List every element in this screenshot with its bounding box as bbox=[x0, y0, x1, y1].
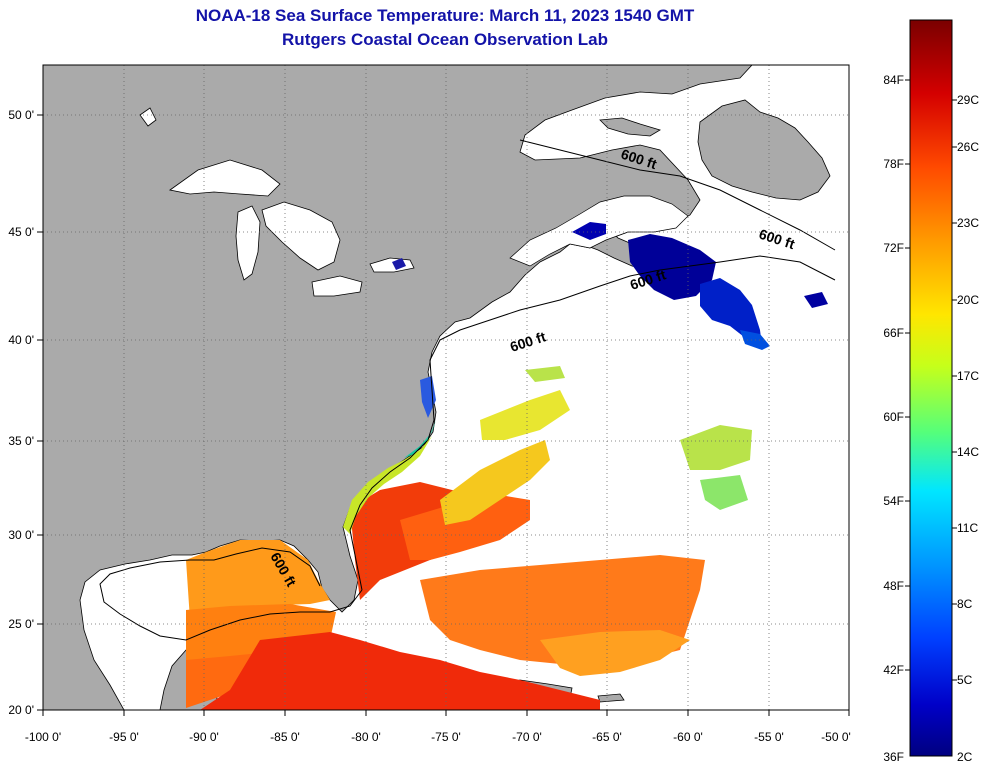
lon-tick-label: -95 0' bbox=[109, 730, 139, 744]
colorbar-c-label: 14C bbox=[957, 445, 979, 459]
colorbar-f-label: 54F bbox=[883, 494, 904, 508]
land-newfoundland bbox=[697, 99, 831, 201]
map-title: NOAA-18 Sea Surface Temperature: March 1… bbox=[195, 6, 695, 25]
colorbar-c-label: 29C bbox=[957, 93, 979, 107]
lat-tick-label: 20 0' bbox=[8, 703, 34, 717]
colorbar-f-label: 42F bbox=[883, 663, 904, 677]
lat-tick-label: 25 0' bbox=[8, 617, 34, 631]
lon-tick-label: -90 0' bbox=[189, 730, 219, 744]
lat-tick-label: 45 0' bbox=[8, 225, 34, 239]
map-subtitle: Rutgers Coastal Ocean Observation Lab bbox=[282, 30, 608, 49]
axis-ticks bbox=[37, 114, 850, 716]
colorbar-f-label: 84F bbox=[883, 73, 904, 87]
colorbar-f-label: 78F bbox=[883, 157, 904, 171]
lon-tick-label: -55 0' bbox=[754, 730, 784, 744]
colorbar-c-label: 26C bbox=[957, 140, 979, 154]
lon-tick-label: -65 0' bbox=[592, 730, 622, 744]
colorbar-c-label: 11C bbox=[957, 521, 978, 535]
colorbar-c-label: 20C bbox=[957, 293, 979, 307]
colorbar-f-label: 48F bbox=[883, 579, 904, 593]
colorbar-c-label: 5C bbox=[957, 673, 973, 687]
lon-tick-label: -80 0' bbox=[351, 730, 381, 744]
colorbar-c-label: 2C bbox=[957, 750, 973, 764]
colorbar-ticks bbox=[905, 79, 957, 681]
colorbar-c-label: 8C bbox=[957, 597, 973, 611]
lon-tick-label: -100 0' bbox=[25, 730, 61, 744]
lat-tick-label: 35 0' bbox=[8, 434, 34, 448]
lon-tick-label: -60 0' bbox=[673, 730, 703, 744]
great-lakes bbox=[139, 107, 415, 297]
colorbar-f-label: 36F bbox=[883, 750, 904, 764]
colorbar-f-label: 72F bbox=[883, 241, 904, 255]
lat-tick-label: 30 0' bbox=[8, 528, 34, 542]
lat-tick-label: 40 0' bbox=[8, 333, 34, 347]
lon-tick-label: -85 0' bbox=[270, 730, 300, 744]
colorbar-f-label: 60F bbox=[883, 410, 904, 424]
sst-data bbox=[186, 222, 828, 710]
lon-tick-label: -50 0' bbox=[821, 730, 851, 744]
colorbar-c-label: 23C bbox=[957, 216, 979, 230]
colorbar-f-label: 66F bbox=[883, 326, 904, 340]
lon-tick-label: -70 0' bbox=[512, 730, 542, 744]
colorbar-c-label: 17C bbox=[957, 369, 979, 383]
lon-tick-label: -75 0' bbox=[431, 730, 461, 744]
lat-tick-label: 50 0' bbox=[8, 108, 34, 122]
colorbar bbox=[909, 19, 953, 757]
